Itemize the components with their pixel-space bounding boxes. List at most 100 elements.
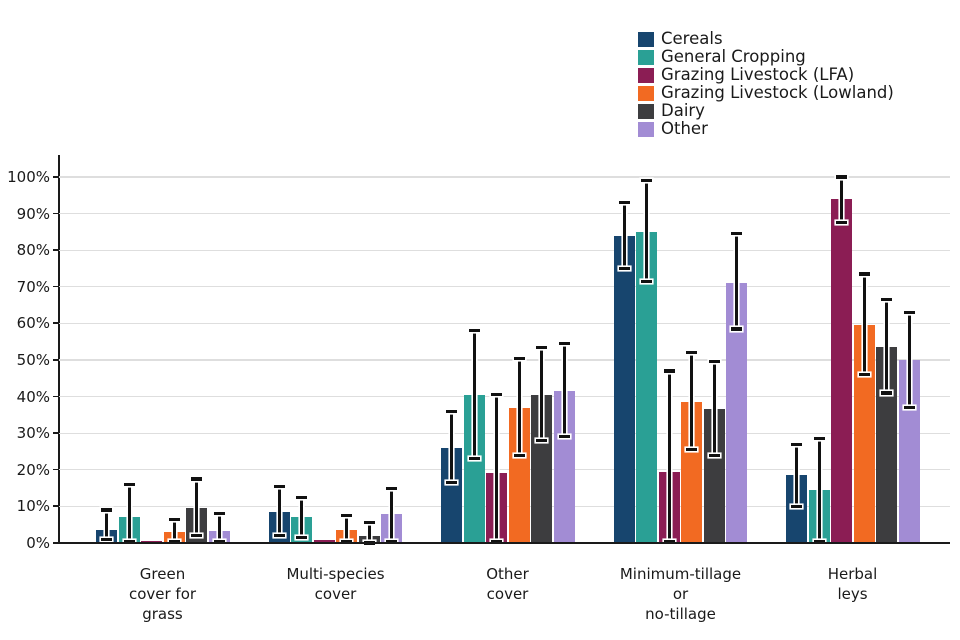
legend-item-general-cropping: General Cropping bbox=[638, 48, 894, 66]
bar-other bbox=[898, 360, 920, 543]
error-bar-cap bbox=[708, 360, 720, 364]
y-tick-mark bbox=[53, 212, 58, 215]
error-bar-cap bbox=[296, 535, 308, 540]
error-bar-cap bbox=[618, 266, 630, 271]
y-tick-mark bbox=[53, 359, 58, 361]
error-bar-cap bbox=[446, 409, 458, 413]
error-bar bbox=[277, 486, 281, 536]
gridline bbox=[59, 432, 950, 434]
legend-item-other: Other bbox=[638, 120, 894, 138]
bar-cereals bbox=[441, 447, 463, 543]
y-tick-label: 50% bbox=[16, 351, 50, 369]
error-bar bbox=[105, 510, 109, 540]
error-bar-cap bbox=[903, 406, 915, 410]
y-tick-mark bbox=[53, 468, 58, 471]
gridline bbox=[59, 322, 950, 324]
legend-label: Grazing Livestock (LFA) bbox=[661, 65, 855, 84]
error-bar-cap bbox=[663, 539, 675, 543]
x-label-multi-species-cover: Multi-species cover bbox=[286, 565, 385, 603]
legend-item-grazing-livestock-lfa: Grazing Livestock (LFA) bbox=[638, 66, 894, 84]
error-bar-cap bbox=[791, 504, 803, 508]
y-tick-mark bbox=[53, 542, 58, 544]
error-bar bbox=[172, 519, 176, 542]
error-bar-cap bbox=[731, 327, 743, 331]
y-tick-label: 30% bbox=[16, 424, 50, 443]
error-bar-cap bbox=[213, 539, 225, 543]
x-label-other-cover: Other cover bbox=[486, 565, 529, 603]
error-bar bbox=[622, 202, 626, 269]
y-tick-label: 90% bbox=[16, 204, 50, 223]
error-bar-cap bbox=[386, 486, 398, 490]
error-bar-cap bbox=[708, 453, 720, 457]
error-bar bbox=[562, 343, 566, 437]
error-bar-cap bbox=[213, 512, 225, 516]
y-tick-mark bbox=[53, 395, 58, 398]
legend: Cereals General Cropping Grazing Livesto… bbox=[638, 30, 894, 138]
error-bar-cap bbox=[536, 438, 548, 443]
gridline bbox=[59, 176, 950, 178]
error-bar-cap bbox=[836, 221, 848, 225]
y-tick-label: 20% bbox=[16, 460, 50, 479]
gridline bbox=[59, 396, 950, 398]
error-bar bbox=[390, 488, 394, 542]
error-bar bbox=[735, 233, 739, 329]
error-bar bbox=[862, 274, 866, 375]
legend-label: Other bbox=[661, 119, 708, 138]
bar-other bbox=[553, 391, 575, 543]
error-bar bbox=[645, 180, 649, 282]
error-bar-cap bbox=[618, 201, 630, 205]
error-bar-cap bbox=[858, 272, 870, 276]
legend-swatch-general-cropping bbox=[638, 49, 654, 65]
error-bar-cap bbox=[536, 345, 548, 349]
legend-swatch-cereals bbox=[638, 31, 654, 47]
error-bar-cap bbox=[558, 435, 570, 439]
error-bar-cap bbox=[168, 517, 180, 521]
error-bar bbox=[817, 438, 821, 542]
legend-label: Grazing Livestock (Lowland) bbox=[661, 83, 894, 102]
error-bar-cap bbox=[273, 484, 285, 488]
legend-item-dairy: Dairy bbox=[638, 102, 894, 120]
error-bar-cap bbox=[363, 521, 375, 525]
legend-label: General Cropping bbox=[661, 47, 806, 66]
error-bar bbox=[690, 352, 694, 450]
bar-cereals bbox=[613, 235, 635, 543]
error-bar bbox=[450, 411, 454, 483]
error-bar-cap bbox=[491, 393, 503, 397]
x-axis-line bbox=[58, 541, 950, 544]
bar-general-cropping bbox=[636, 231, 658, 543]
bar-grazing-livestock-lowland bbox=[681, 402, 703, 543]
gridline bbox=[59, 359, 950, 361]
gridline bbox=[59, 213, 950, 215]
error-bar bbox=[712, 361, 716, 456]
legend-swatch-grazing-livestock-lfa bbox=[638, 67, 654, 83]
error-bar-cap bbox=[273, 534, 285, 538]
error-bar-cap bbox=[341, 513, 353, 518]
legend-swatch-grazing-livestock-lowland bbox=[638, 85, 654, 101]
bar-general-cropping bbox=[463, 394, 485, 543]
error-bar-cap bbox=[101, 508, 113, 512]
error-bar-cap bbox=[191, 534, 203, 538]
error-bar-cap bbox=[513, 356, 525, 360]
x-label-green-cover-for-grass: Green cover for grass bbox=[128, 565, 197, 623]
y-tick-mark bbox=[53, 176, 58, 178]
y-tick-label: 40% bbox=[16, 387, 50, 406]
error-bar-cap bbox=[123, 539, 135, 543]
error-bar-cap bbox=[468, 457, 480, 461]
legend-item-grazing-livestock-lowland: Grazing Livestock (Lowland) bbox=[638, 84, 894, 102]
error-bar-cap bbox=[881, 391, 893, 395]
error-bar bbox=[345, 515, 349, 542]
bar-other bbox=[726, 283, 748, 543]
gridline bbox=[59, 469, 950, 471]
bar-grazing-livestock-lowland bbox=[853, 325, 875, 543]
bar-cereals bbox=[786, 475, 808, 543]
error-bar-cap bbox=[813, 437, 825, 441]
error-bar-cap bbox=[168, 539, 180, 543]
error-bar-cap bbox=[686, 351, 698, 355]
error-bar-cap bbox=[446, 481, 458, 485]
bar-grazing-livestock-lfa bbox=[831, 198, 853, 543]
error-bar bbox=[840, 177, 844, 223]
error-bar bbox=[367, 522, 371, 543]
error-bar-cap bbox=[881, 298, 893, 302]
